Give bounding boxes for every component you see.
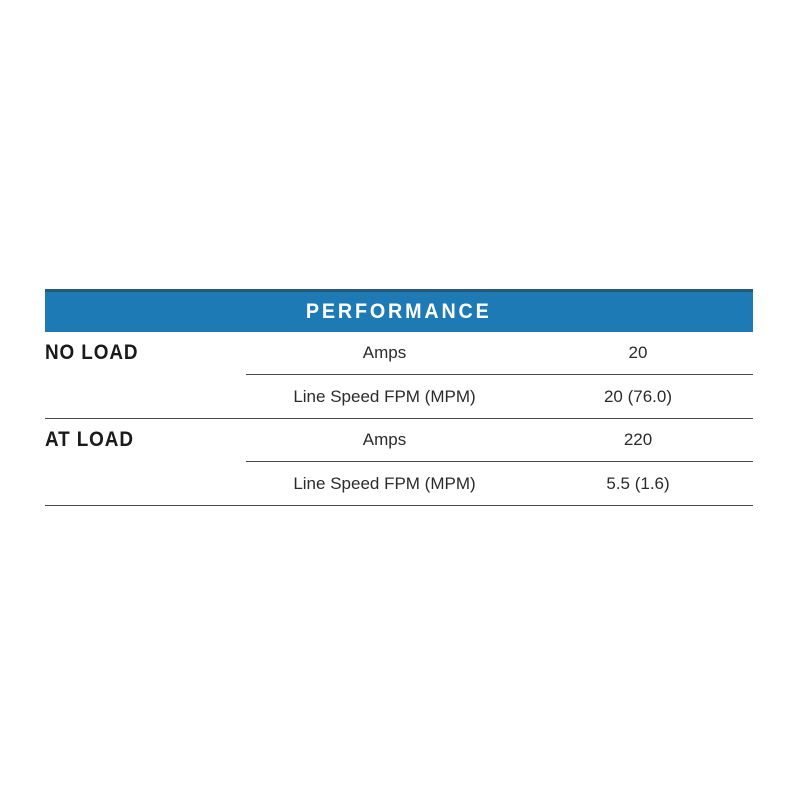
performance-table: PERFORMANCE NO LOAD Amps 20 Line Speed F… [45,289,753,506]
value-cell-no-load-line-speed: 20 (76.0) [523,374,753,418]
value-cell-at-load-amps: 220 [623,430,653,449]
param-cell-no-load-line-speed: Line Speed FPM (MPM) [246,374,523,418]
table-group-at-load: AT LOAD Amps 220 Line Speed FPM (MPM) 5.… [45,419,753,506]
table-header-bar: PERFORMANCE [45,289,753,332]
group-label-no-load: NO LOAD [45,341,139,364]
group-label-at-load: AT LOAD [45,428,134,451]
value-cell-at-load-line-speed: 5.5 (1.6) [523,461,753,505]
param-cell-no-load-amps: Amps [362,343,407,362]
param-cell-at-load-amps: Amps [362,430,407,449]
group-label-cell: NO LOAD [45,332,246,418]
value-cell-no-load-amps: 20 [628,343,648,362]
table-header-title: PERFORMANCE [306,300,492,323]
table-group-no-load: NO LOAD Amps 20 Line Speed FPM (MPM) 20 … [45,332,753,419]
param-cell-at-load-line-speed: Line Speed FPM (MPM) [246,461,523,505]
group-label-cell: AT LOAD [45,419,246,505]
